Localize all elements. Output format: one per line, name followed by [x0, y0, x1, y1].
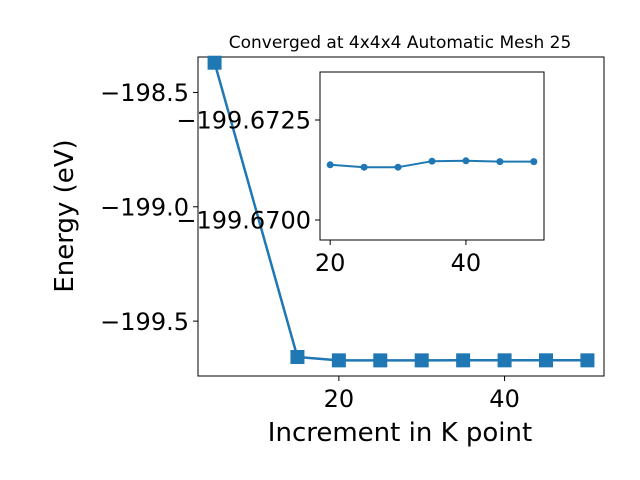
data-point-square: [331, 353, 346, 368]
data-point-square: [580, 353, 595, 368]
data-point-circle: [428, 157, 436, 165]
data-point-circle: [462, 157, 470, 165]
y-axis-label: Energy (eV): [50, 139, 80, 292]
data-point-circle: [360, 163, 368, 171]
y-tick-label: −199.0: [100, 193, 189, 221]
x-axis-label: Increment in K point: [268, 418, 532, 448]
chart-title: Converged at 4x4x4 Automatic Mesh 25: [229, 33, 572, 53]
data-point-square: [414, 353, 429, 368]
data-point-square: [373, 353, 388, 368]
x-tick-label: 40: [451, 249, 482, 277]
data-point-circle: [496, 158, 504, 166]
data-point-circle: [530, 158, 538, 166]
plot-frame: [319, 71, 545, 241]
data-point-circle: [394, 163, 402, 171]
y-tick-label: −199.6700: [176, 207, 311, 235]
x-tick-label: 40: [489, 385, 520, 413]
data-point-square: [539, 353, 553, 368]
data-point-square: [456, 353, 471, 368]
x-tick-label: 20: [315, 249, 346, 277]
y-tick-label: −199.6725: [176, 107, 311, 135]
data-point-circle: [326, 161, 334, 169]
data-point-square: [290, 350, 305, 365]
y-tick-label: −198.5: [100, 79, 189, 107]
x-tick-label: 20: [324, 385, 355, 413]
data-point-square: [497, 353, 512, 368]
data-point-square: [207, 55, 222, 70]
inset-plot: 20 40 −199.6725 −199.6700: [176, 71, 545, 277]
y-tick-label: −199.5: [100, 308, 189, 336]
